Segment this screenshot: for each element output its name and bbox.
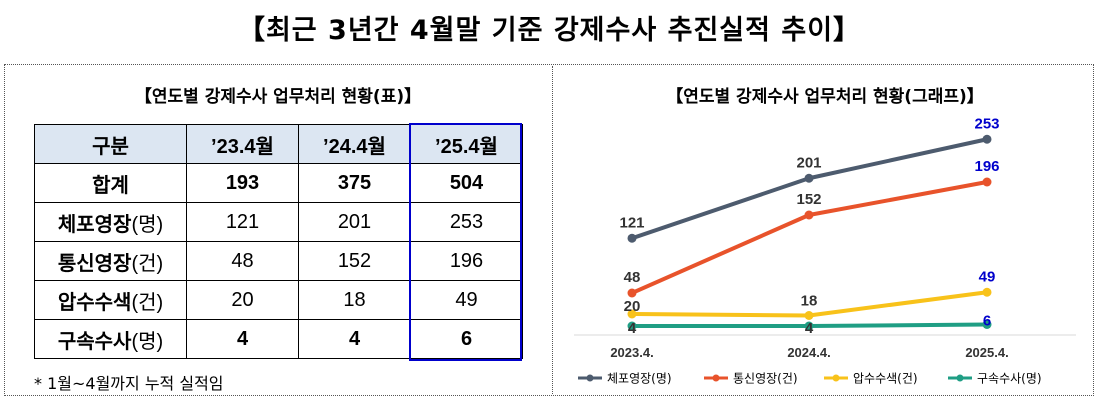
cell-detention-2025: 6 bbox=[410, 319, 523, 359]
table-row-arrest: 체포영장(명) 121 201 253 bbox=[34, 202, 523, 242]
row-label-text: 압수수색 bbox=[57, 291, 132, 314]
table-row-total: 합계 193 375 504 bbox=[34, 163, 523, 203]
main-title: 【최근 3년간 4월말 기준 강제수사 추진실적 추이】 bbox=[237, 15, 862, 46]
line-chart: 2023.4. 2024.4. 2025.4. 121 201 253 48 152 196 20… bbox=[574, 115, 1076, 386]
content-frame bbox=[4, 64, 1094, 396]
row-label-text: 체포영장 bbox=[57, 213, 132, 236]
data-point bbox=[804, 210, 814, 220]
x-tick-label: 2023.4. bbox=[610, 345, 653, 360]
row-label-detention: 구속수사(명) bbox=[34, 319, 187, 359]
cell-telecom-2023: 48 bbox=[186, 241, 299, 281]
data-label: 253 bbox=[974, 115, 999, 132]
data-label: 152 bbox=[796, 191, 821, 208]
data-point bbox=[627, 233, 637, 243]
legend-marker bbox=[956, 374, 964, 382]
cell-arrest-2023: 121 bbox=[186, 202, 299, 242]
panel-divider bbox=[552, 66, 553, 394]
cell-detention-2023: 4 bbox=[186, 319, 299, 359]
x-tick-label: 2024.4. bbox=[787, 345, 830, 360]
legend-marker bbox=[586, 374, 594, 382]
data-point bbox=[982, 177, 992, 187]
cell-search-2025: 49 bbox=[410, 280, 523, 320]
data-label: 6 bbox=[983, 313, 991, 330]
data-point bbox=[627, 321, 637, 331]
header-cell-2025: ’25.4월 bbox=[410, 124, 523, 164]
table-header-row: 구분 ’23.4월 ’24.4월 ’25.4월 bbox=[34, 124, 523, 164]
cell-detention-2024: 4 bbox=[298, 319, 411, 359]
cell-search-2024: 18 bbox=[298, 280, 411, 320]
legend-label: 구속수사(명) bbox=[977, 372, 1042, 386]
footnote: * 1월~4월까지 누적 실적임 bbox=[34, 374, 224, 393]
table-row-detention: 구속수사(명) 4 4 6 bbox=[34, 319, 523, 359]
legend-marker bbox=[832, 374, 840, 382]
data-label: 201 bbox=[796, 154, 821, 171]
cell-telecom-2025: 196 bbox=[410, 241, 523, 281]
cell-search-2023: 20 bbox=[186, 280, 299, 320]
table-row-search: 압수수색(건) 20 18 49 bbox=[34, 280, 523, 320]
data-point bbox=[627, 309, 637, 319]
data-label: 49 bbox=[979, 268, 996, 285]
data-point bbox=[982, 287, 992, 297]
cell-total-2024: 375 bbox=[298, 163, 411, 203]
row-label-text: 구속수사 bbox=[57, 330, 132, 353]
row-label-unit: (명) bbox=[131, 213, 164, 236]
x-tick-label: 2025.4. bbox=[965, 345, 1008, 360]
data-point bbox=[982, 320, 992, 329]
data-label: 4 bbox=[628, 320, 637, 337]
row-label-arrest: 체포영장(명) bbox=[34, 202, 187, 242]
row-label-search: 압수수색(건) bbox=[34, 280, 187, 320]
cell-total-2023: 193 bbox=[186, 163, 299, 203]
header-cell-2024: ’24.4월 bbox=[298, 124, 411, 164]
header-cell-category: 구분 bbox=[34, 124, 187, 164]
data-label: 4 bbox=[805, 320, 814, 337]
data-label: 196 bbox=[974, 158, 999, 175]
data-point bbox=[627, 288, 637, 298]
row-label-telecom: 통신영장(건) bbox=[34, 241, 187, 281]
table-title: 【연도별 강제수사 업무처리 현황(표)】 bbox=[134, 87, 422, 107]
data-label: 121 bbox=[619, 214, 644, 231]
row-label-unit: (명) bbox=[131, 330, 164, 353]
data-label: 48 bbox=[624, 269, 641, 286]
cell-arrest-2024: 201 bbox=[298, 202, 411, 242]
row-label-unit: (건) bbox=[131, 252, 164, 275]
cell-total-2025: 504 bbox=[410, 163, 523, 203]
cell-arrest-2025: 253 bbox=[410, 202, 523, 242]
data-label: 20 bbox=[624, 298, 641, 315]
legend-marker bbox=[712, 374, 720, 382]
legend-label: 통신영장(건) bbox=[733, 372, 798, 386]
cell-telecom-2024: 152 bbox=[298, 241, 411, 281]
stats-table: 구분 ’23.4월 ’24.4월 ’25.4월 합계 193 375 504 체… bbox=[34, 124, 523, 359]
row-label-text: 통신영장 bbox=[57, 252, 132, 275]
chart-title: 【연도별 강제수사 업무처리 현황(그래프)】 bbox=[666, 87, 984, 107]
data-point bbox=[804, 173, 814, 183]
legend-label: 체포영장(명) bbox=[607, 372, 672, 386]
data-label: 18 bbox=[801, 293, 818, 310]
data-point bbox=[804, 311, 814, 320]
row-label-unit: (건) bbox=[131, 291, 164, 314]
legend-label: 압수수색(건) bbox=[853, 372, 918, 386]
data-point bbox=[804, 321, 814, 331]
data-point bbox=[982, 134, 992, 144]
header-cell-2023: ’23.4월 bbox=[186, 124, 299, 164]
row-label-total: 합계 bbox=[34, 163, 187, 203]
table-row-telecom: 통신영장(건) 48 152 196 bbox=[34, 241, 523, 281]
